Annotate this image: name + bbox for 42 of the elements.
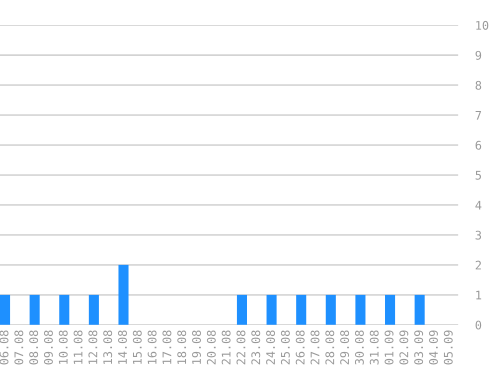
y-tick-label: 0 xyxy=(476,320,482,330)
y-tick-label: 5 xyxy=(476,170,481,180)
x-tick-label: 05.09 xyxy=(444,330,453,364)
y-tick-label: 2 xyxy=(476,260,481,270)
x-tick-label: 15.08 xyxy=(132,330,142,364)
x-tick-label: 28.08 xyxy=(325,330,334,364)
x-tick-label: 13.08 xyxy=(103,330,112,364)
x-tick-label: 10.08 xyxy=(58,330,68,364)
x-tick-label: 17.08 xyxy=(162,330,172,364)
y-tick-label: 10 xyxy=(476,20,488,30)
y-tick-label: 9 xyxy=(476,50,482,60)
x-tick-label: 27.08 xyxy=(310,330,320,364)
y-tick-label: 8 xyxy=(476,80,482,90)
x-tick-label: 31.08 xyxy=(370,330,379,364)
y-tick-label: 3 xyxy=(476,230,482,240)
x-tick-label: 14.08 xyxy=(118,330,127,364)
x-tick-label: 30.08 xyxy=(354,330,364,364)
x-tick-label: 23.08 xyxy=(251,330,260,364)
x-tick-label: 21.08 xyxy=(222,330,231,364)
x-tick-label: 16.08 xyxy=(148,330,157,364)
x-tick-label: 04.09 xyxy=(428,330,438,364)
x-tick-label: 12.08 xyxy=(88,330,98,364)
x-tick-label: 11.08 xyxy=(74,330,83,364)
x-tick-label: 07.08 xyxy=(14,330,24,364)
x-tick-label: 20.08 xyxy=(206,330,216,364)
x-tick-label: 08.08 xyxy=(29,330,38,364)
x-tick-label: 02.09 xyxy=(399,330,408,364)
x-tick-label: 25.08 xyxy=(280,330,290,364)
x-tick-label: 09.08 xyxy=(44,330,53,364)
x-tick-label: 29.08 xyxy=(340,330,350,364)
x-tick-label: 06.08 xyxy=(0,330,8,364)
x-tick-label: 18.08 xyxy=(177,330,186,364)
y-tick-label: 4 xyxy=(475,200,482,210)
y-tick-label: 6 xyxy=(476,140,482,150)
x-tick-label: 24.08 xyxy=(266,330,276,364)
y-tick-label: 7 xyxy=(476,110,482,120)
x-tick-label: 03.09 xyxy=(414,330,424,364)
x-tick-label: 22.08 xyxy=(236,330,246,364)
y-tick-label: 1 xyxy=(476,290,482,300)
x-tick-label: 19.08 xyxy=(192,330,201,364)
x-tick-label: 26.08 xyxy=(296,330,305,364)
x-tick-label: 01.09 xyxy=(384,330,394,364)
